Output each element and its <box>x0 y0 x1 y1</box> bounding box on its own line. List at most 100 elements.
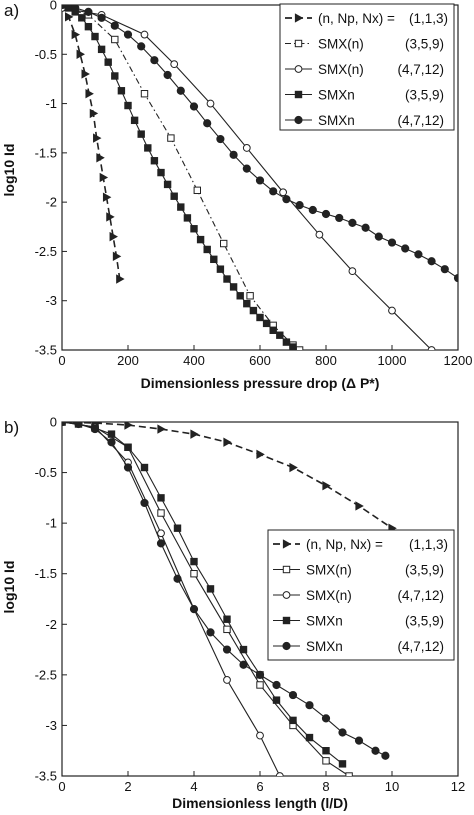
series-3 <box>62 5 297 350</box>
data-point <box>176 86 185 95</box>
data-point <box>130 116 139 125</box>
series-4 <box>62 422 390 760</box>
y-tick-label: -0.5 <box>35 47 57 62</box>
x-tick-label: 4 <box>190 779 197 794</box>
data-point <box>414 250 423 259</box>
data-point <box>229 150 238 159</box>
x-tick-label: 8 <box>322 779 329 794</box>
data-point <box>102 192 112 202</box>
data-point <box>157 509 165 517</box>
legend-params: (3,5,9) <box>405 88 444 103</box>
data-point <box>74 422 83 429</box>
y-axis-title: log10 Id <box>1 561 17 614</box>
data-point <box>173 574 182 583</box>
data-point <box>190 429 199 439</box>
y-tick-label: -2.5 <box>35 667 57 682</box>
legend-header-label: (n, Np, Nx) = <box>318 11 395 26</box>
data-point <box>189 605 199 614</box>
data-point <box>81 69 90 79</box>
data-point <box>206 585 215 593</box>
data-point <box>236 292 244 300</box>
legend-label: SMX(n) <box>306 588 352 603</box>
legend-params: (3,5,9) <box>405 614 444 629</box>
legend-swatch-marker <box>294 65 303 73</box>
data-point <box>348 267 357 276</box>
data-point <box>256 681 264 689</box>
x-tick-label: 800 <box>315 353 337 368</box>
data-point <box>242 144 251 152</box>
y-tick-label: -3 <box>45 293 57 308</box>
data-point <box>282 195 291 204</box>
data-point <box>345 772 353 776</box>
legend-swatch-marker <box>282 641 291 651</box>
data-point <box>163 70 172 80</box>
data-point <box>322 481 331 491</box>
y-axis-title: log10 Id <box>1 144 17 197</box>
legend-swatch-marker <box>282 565 291 574</box>
data-point <box>150 157 159 165</box>
x-tick-label: 2 <box>124 779 131 794</box>
data-point <box>190 557 198 566</box>
x-tick-label: 0 <box>58 779 65 794</box>
data-point <box>210 255 218 264</box>
data-point <box>170 192 178 200</box>
data-point <box>173 524 182 532</box>
data-point <box>170 60 179 69</box>
data-point <box>107 438 116 447</box>
x-tick-label: 1200 <box>444 353 473 368</box>
data-point <box>216 134 225 144</box>
x-tick-label: 0 <box>58 353 65 368</box>
legend-params: (3,5,9) <box>405 563 444 578</box>
x-tick-label: 600 <box>249 353 271 368</box>
data-point <box>106 212 115 222</box>
data-point <box>256 313 264 322</box>
data-point <box>78 14 86 22</box>
y-tick-label: -1 <box>45 516 57 531</box>
series-1 <box>62 5 304 350</box>
data-point <box>239 645 248 654</box>
data-point <box>289 343 297 350</box>
legend-header-values: (1,1,3) <box>409 11 448 26</box>
data-point <box>157 424 166 434</box>
data-point <box>203 245 211 254</box>
data-point <box>206 99 215 108</box>
data-point <box>117 87 126 95</box>
y-tick-label: -2.5 <box>35 244 57 259</box>
data-point <box>223 676 231 684</box>
data-point <box>110 21 119 30</box>
data-point <box>150 56 159 65</box>
data-point <box>183 214 192 222</box>
x-tick-label: 400 <box>183 353 205 368</box>
data-point <box>124 101 132 110</box>
data-point <box>137 42 146 51</box>
panel-a: 0 200 400 600 800 1000 1200 0 -0.5 -1 -1.5 -2 -2.5 -3… <box>1 0 472 391</box>
x-tick-label: 12 <box>451 779 465 794</box>
legend-params: (4,7,12) <box>397 588 444 603</box>
data-point <box>216 265 225 273</box>
data-point <box>93 133 102 143</box>
data-point <box>295 201 304 210</box>
legend: (n, Np, Nx) = (1,1,3) SMX(n) (3,5,9) SMX(n) (… <box>279 3 455 131</box>
data-point <box>256 731 264 740</box>
data-point <box>109 231 118 242</box>
series-line <box>62 6 300 350</box>
data-point <box>223 625 231 634</box>
data-point <box>84 7 93 16</box>
data-point <box>71 5 80 13</box>
data-point <box>91 32 99 41</box>
data-point <box>246 292 254 300</box>
data-point <box>90 424 100 434</box>
data-point <box>84 22 93 31</box>
data-point <box>206 628 215 637</box>
data-point <box>157 168 165 177</box>
series-line <box>62 422 393 529</box>
data-point <box>335 213 344 223</box>
data-point <box>189 102 199 111</box>
legend-label: SMXn <box>318 88 355 103</box>
legend-label: SMXn <box>306 639 343 654</box>
data-point <box>196 235 205 244</box>
legend-label: SMX(n) <box>318 37 364 52</box>
data-point <box>222 645 232 654</box>
y-tick-label: -0.5 <box>35 465 57 480</box>
data-point <box>223 615 231 623</box>
